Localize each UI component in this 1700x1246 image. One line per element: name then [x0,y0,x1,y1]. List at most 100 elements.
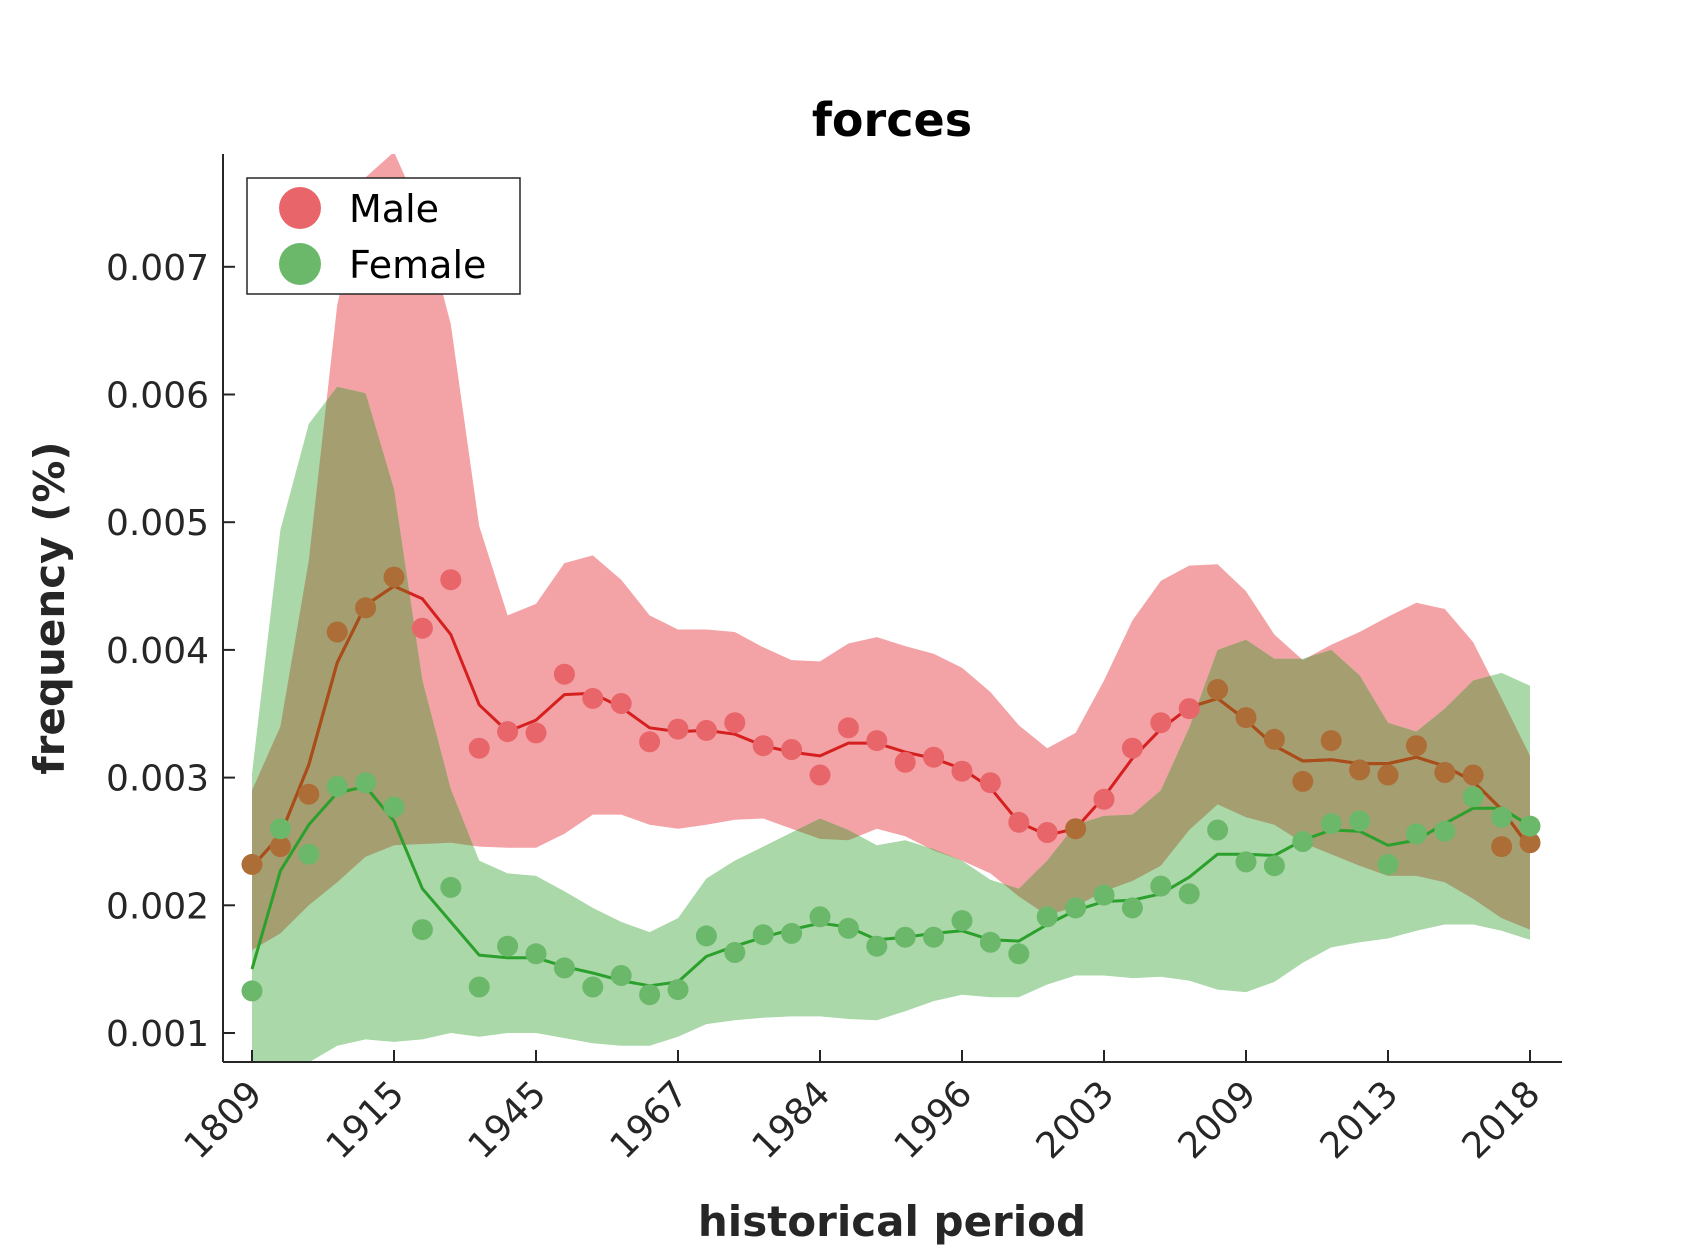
male-point [1491,836,1513,858]
female-point [724,942,746,963]
y-ticks: 0.001 0.002 0.003 0.004 0.005 0.006 0.007 [106,248,235,1055]
male-point [894,751,916,773]
female-point [1178,883,1200,905]
legend: Male Female [246,177,521,295]
data-points [241,566,1541,1006]
male-point [553,663,575,685]
male-point [639,731,661,753]
male-point [1377,764,1399,786]
male-point [383,566,405,588]
female-point [1377,853,1399,875]
female-point [553,957,575,979]
male-point [1150,712,1172,734]
male-point [781,739,803,760]
female-point [979,931,1001,953]
male-point [951,760,973,782]
female-point [837,917,859,939]
male-point [525,722,547,744]
female-point [1235,851,1257,873]
male-point [269,836,291,858]
male-point [241,853,263,875]
male-point [411,617,433,639]
male-point [809,764,831,786]
female-confidence-band [252,386,1530,1062]
y-axis-title: frequency (%) [25,441,74,774]
female-point [866,935,888,957]
male-point [1235,707,1257,729]
y-tick-label: 0.001 [106,1014,209,1055]
female-point [411,919,433,941]
female-point [1462,786,1484,808]
male-point [298,783,320,805]
female-point [809,906,831,928]
male-point [440,569,462,591]
male-point [355,597,377,619]
female-point [1349,810,1371,832]
y-tick-label: 0.006 [106,376,209,417]
female-point [1150,875,1172,897]
male-point [1008,811,1030,833]
female-point [383,796,405,818]
female-point [1320,813,1342,835]
female-point [695,925,717,947]
male-point [1178,698,1200,720]
male-point [1263,728,1285,750]
legend-label-female: Female [349,243,486,287]
male-point [923,746,945,768]
y-tick-label: 0.004 [106,631,209,672]
male-point [1462,764,1484,786]
female-point [894,926,916,948]
legend-marker-female [279,243,321,285]
y-tick-label: 0.005 [106,503,209,544]
male-point [1065,818,1087,840]
female-point [1121,897,1143,919]
male-point [1519,832,1541,854]
male-point [979,772,1001,794]
male-point [326,621,348,643]
male-point [497,721,519,743]
male-point [695,719,717,741]
female-point [1292,831,1314,852]
female-point [269,818,291,840]
male-point [582,687,604,709]
female-point [1263,855,1285,877]
male-point [1434,762,1456,783]
female-point [525,943,547,965]
female-point [1434,820,1456,842]
chart-title: forces [812,93,972,147]
female-point [468,976,490,998]
female-point [1036,906,1058,928]
male-point [1121,737,1143,759]
female-point [326,776,348,797]
male-point [724,712,746,734]
trend-lines [250,584,1532,988]
female-point [639,984,661,1006]
female-point [1093,884,1115,906]
female-point [610,965,632,986]
female-point [497,935,519,957]
male-point [1093,788,1115,810]
female-point [1405,823,1427,845]
male-point [866,730,888,752]
female-point [923,926,945,948]
female-point [781,922,803,944]
female-point [1491,806,1513,828]
female-point [440,876,462,898]
male-point [1320,730,1342,752]
male-point [1405,735,1427,757]
legend-label-male: Male [349,187,439,231]
female-point [752,924,774,946]
x-axis-title: historical period [698,1197,1086,1246]
male-point [1036,822,1058,843]
male-point [610,693,632,714]
female-point [1519,815,1541,837]
male-point [1207,679,1229,700]
male-point [752,735,774,757]
female-point [298,843,320,865]
male-point [468,737,490,759]
y-tick-label: 0.002 [106,886,209,927]
male-point [837,717,859,739]
female-point [667,979,689,1001]
male-point [667,718,689,740]
